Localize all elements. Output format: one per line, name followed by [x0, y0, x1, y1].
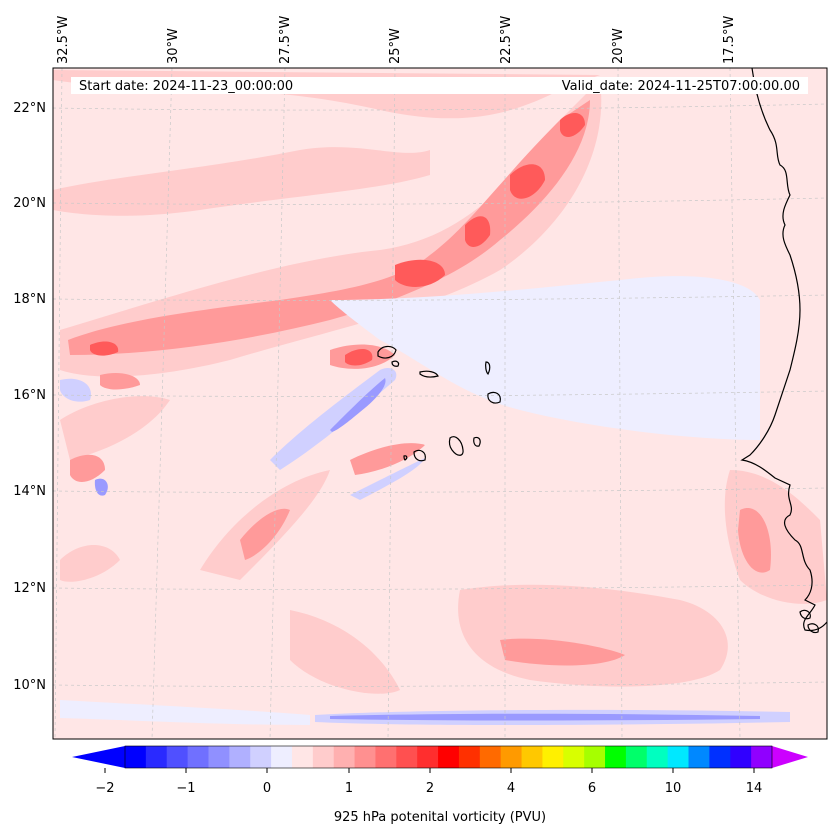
lon-label: 30°W: [166, 28, 181, 64]
lat-label: 16°N: [13, 388, 46, 403]
map-frame: [52, 67, 828, 740]
colorbar-title: 925 hPa potenital vorticity (PVU): [334, 810, 546, 825]
colorbar-cell: [521, 746, 543, 768]
lon-label: 32.5°W: [56, 16, 71, 64]
colorbar-cell: [333, 746, 356, 768]
colorbar-cell: [291, 746, 314, 768]
cape-verde-brava: [403, 455, 408, 461]
colorbar-cell: [709, 746, 731, 768]
lat-label: 20°N: [13, 196, 46, 211]
lat-label: 18°N: [13, 292, 46, 307]
lat-label: 22°N: [13, 101, 46, 116]
colorbar-tick-label: 6: [588, 781, 596, 796]
cape-verde-boa-vista: [487, 391, 501, 404]
lon-label: 20°W: [611, 28, 626, 64]
colorbar-tick-label: −2: [95, 781, 114, 796]
colorbar-cell: [438, 746, 460, 768]
colorbar: −2 −1 0 1 2 4 6 10 14 925 hPa potenital …: [72, 745, 808, 825]
pv-contours-blue: [60, 276, 790, 725]
colorbar-cell: [458, 746, 481, 768]
colorbar-cell: [145, 746, 168, 768]
colorbar-cell: [479, 746, 502, 768]
colorbar-cell: [500, 746, 523, 768]
colorbar-cell: [605, 746, 627, 768]
header-background: [71, 77, 808, 94]
cape-verde-sao-nicolau: [419, 370, 439, 378]
colorbar-cell: [542, 746, 564, 768]
colorbar-cell: [667, 746, 690, 768]
colorbar-tick-label: 2: [426, 781, 434, 796]
colorbar-cell: [688, 746, 710, 768]
colorbar-tick-label: −1: [176, 781, 195, 796]
colorbar-cell: [354, 746, 376, 768]
colorbar-cell: [751, 746, 773, 768]
colorbar-cell: [187, 746, 209, 768]
coastline: [377, 68, 827, 634]
start-date-label: Start date: 2024-11-23_00:00:00: [79, 79, 293, 94]
cape-verde-maio: [473, 436, 481, 447]
lon-label: 25°W: [388, 28, 403, 64]
colorbar-tick-label: 1: [345, 781, 353, 796]
colorbar-cell: [646, 746, 669, 768]
colorbar-cell: [396, 746, 418, 768]
lon-label: 27.5°W: [278, 16, 293, 64]
colorbar-cell: [166, 746, 189, 768]
colorbar-cell: [417, 746, 439, 768]
colorbar-cell: [584, 746, 606, 768]
colorbar-cell: [125, 746, 147, 768]
valid-date-label: Valid_date: 2024-11-25T07:00:00.00: [562, 79, 800, 94]
colorbar-cell: [730, 746, 752, 768]
lat-label: 12°N: [13, 581, 46, 596]
colorbar-cell: [563, 746, 585, 768]
colorbar-tick-label: 0: [263, 781, 271, 796]
colorbar-cell: [271, 746, 293, 768]
colorbar-cell: [250, 746, 272, 768]
cape-verde-sal: [485, 361, 491, 376]
latitude-labels: 22°N 20°N 18°N 16°N 14°N 12°N 10°N: [13, 101, 46, 693]
colorbar-cell: [312, 746, 335, 768]
cape-verde-santo-antao: [377, 345, 397, 359]
cape-verde-sao-vicente: [391, 360, 400, 367]
colorbar-cells: [125, 746, 773, 768]
colorbar-outline: [124, 745, 773, 769]
map-plot-area: [53, 68, 827, 739]
pv-contours-light-red: [53, 70, 827, 694]
graticule: [53, 68, 827, 739]
colorbar-extend-max: [772, 746, 808, 768]
colorbar-tick-label: 10: [665, 781, 682, 796]
colorbar-tick-label: 14: [746, 781, 763, 796]
pv-contours-strong-red: [90, 113, 585, 366]
longitude-labels: 32.5°W 30°W 27.5°W 25°W 22.5°W 20°W 17.5…: [56, 16, 737, 64]
lat-label: 14°N: [13, 484, 46, 499]
bijagos-islands: [799, 609, 819, 634]
lat-label: 10°N: [13, 678, 46, 693]
colorbar-cell: [229, 746, 251, 768]
colorbar-extend-min: [72, 746, 125, 768]
lon-label: 22.5°W: [499, 16, 514, 64]
colorbar-cell: [625, 746, 648, 768]
cape-verde-fogo: [413, 449, 426, 462]
colorbar-cell: [208, 746, 230, 768]
cape-verde-santiago: [448, 436, 464, 456]
africa-coastline: [740, 68, 827, 632]
lon-label: 17.5°W: [722, 16, 737, 64]
colorbar-ticks: [104, 768, 755, 773]
colorbar-tick-labels: −2 −1 0 1 2 4 6 10 14: [95, 781, 762, 796]
colorbar-tick-label: 4: [507, 781, 515, 796]
colorbar-cell: [375, 746, 397, 768]
